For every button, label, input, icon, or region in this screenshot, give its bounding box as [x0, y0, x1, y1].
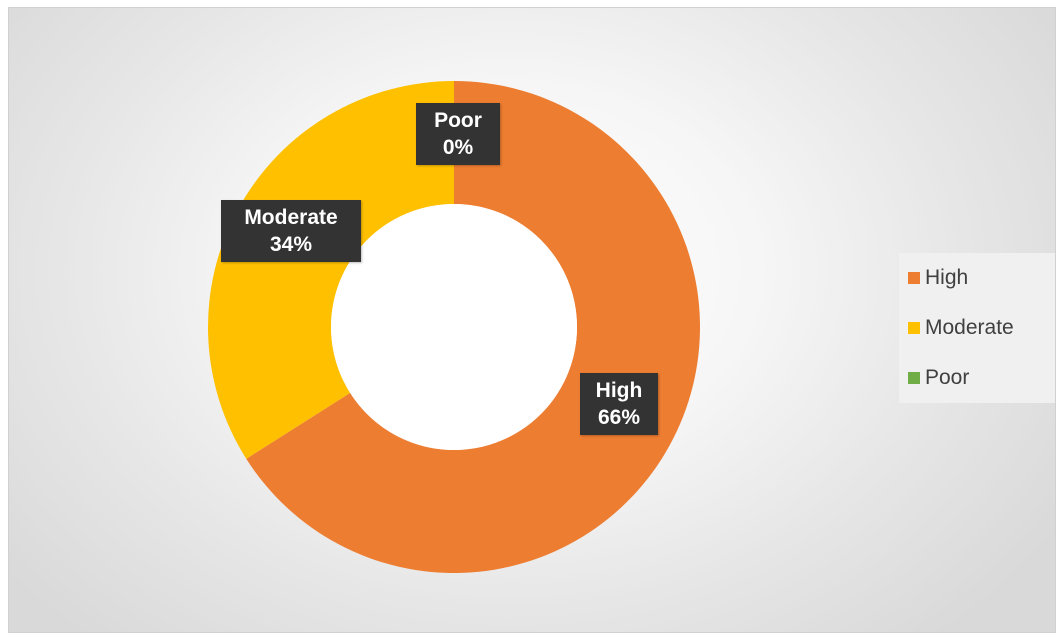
data-label-moderate-category: Moderate: [244, 206, 338, 229]
legend-label-high: High: [925, 266, 969, 289]
donut-hole: [331, 204, 577, 450]
data-label-poor-value: 0%: [442, 136, 474, 159]
donut-slice-moderate: [208, 81, 454, 459]
legend-item-moderate: Moderate: [899, 313, 1055, 363]
data-label-poor-category: Poor: [434, 109, 482, 132]
legend-swatch-moderate: [908, 322, 920, 334]
data-label-high-category: High: [595, 379, 643, 402]
data-label-poor: Poor 0%: [416, 103, 500, 165]
donut-chart: [208, 81, 700, 573]
donut-slice-high: [246, 81, 700, 573]
legend-swatch-poor: [908, 372, 920, 384]
legend-swatch-high: [908, 272, 920, 284]
chart-area: Poor 0% Moderate 34% High 66% High Moder…: [8, 7, 1056, 633]
data-label-high: High 66%: [580, 373, 658, 435]
data-label-moderate-value: 34%: [269, 233, 313, 256]
data-label-high-value: 66%: [597, 406, 641, 429]
legend: High Moderate Poor: [899, 253, 1055, 403]
legend-item-high: High: [899, 263, 1055, 313]
data-label-moderate: Moderate 34%: [221, 200, 361, 262]
legend-label-poor: Poor: [925, 366, 970, 389]
legend-label-moderate: Moderate: [925, 316, 1014, 339]
legend-item-poor: Poor: [899, 363, 1055, 413]
